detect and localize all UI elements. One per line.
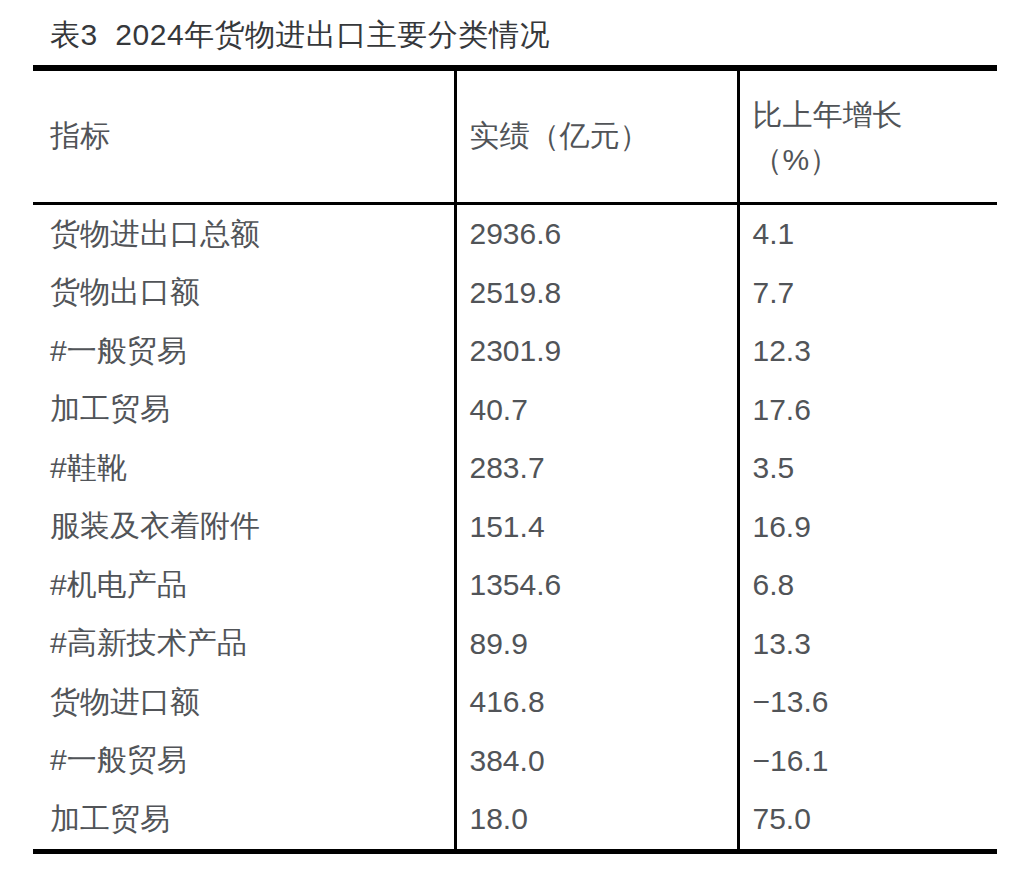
growth-cell: 6.8 (738, 556, 997, 615)
table-row: 货物进出口总额 2936.6 4.1 (33, 204, 997, 264)
import-export-table: 指标 实绩（亿元） 比上年增长 （%） 货物进出口总额 2936.6 4.1 货… (33, 65, 997, 854)
indicator-cell: #鞋靴 (33, 439, 455, 498)
table-row: 货物进口额 416.8 −13.6 (33, 673, 997, 732)
value-cell: 2936.6 (455, 204, 738, 264)
indicator-cell: #机电产品 (33, 556, 455, 615)
indicator-cell: #高新技术产品 (33, 615, 455, 674)
value-cell: 40.7 (455, 381, 738, 440)
indicator-cell: 服装及衣着附件 (33, 498, 455, 557)
table-row: 服装及衣着附件 151.4 16.9 (33, 498, 997, 557)
table-row: #高新技术产品 89.9 13.3 (33, 615, 997, 674)
value-cell: 2301.9 (455, 322, 738, 381)
indicator-cell: 加工贸易 (33, 381, 455, 440)
table-row: 加工贸易 18.0 75.0 (33, 790, 997, 851)
indicator-cell: #一般贸易 (33, 732, 455, 791)
value-cell: 416.8 (455, 673, 738, 732)
indicator-cell: 货物出口额 (33, 264, 455, 323)
value-cell: 89.9 (455, 615, 738, 674)
value-cell: 283.7 (455, 439, 738, 498)
table-row: #机电产品 1354.6 6.8 (33, 556, 997, 615)
header-growth: 比上年增长 （%） (738, 68, 997, 204)
growth-cell: 12.3 (738, 322, 997, 381)
table-row: 货物出口额 2519.8 7.7 (33, 264, 997, 323)
value-cell: 1354.6 (455, 556, 738, 615)
header-growth-line1: 比上年增长 (753, 92, 992, 137)
table-header: 指标 实绩（亿元） 比上年增长 （%） (33, 68, 997, 204)
indicator-cell: #一般贸易 (33, 322, 455, 381)
header-row: 指标 实绩（亿元） 比上年增长 （%） (33, 68, 997, 204)
header-indicator: 指标 (33, 68, 455, 204)
header-growth-line2: （%） (753, 137, 992, 182)
growth-cell: −16.1 (738, 732, 997, 791)
table-row: 加工贸易 40.7 17.6 (33, 381, 997, 440)
table-row: #一般贸易 2301.9 12.3 (33, 322, 997, 381)
value-cell: 151.4 (455, 498, 738, 557)
growth-cell: 7.7 (738, 264, 997, 323)
growth-cell: 75.0 (738, 790, 997, 851)
growth-cell: 16.9 (738, 498, 997, 557)
table-row: #鞋靴 283.7 3.5 (33, 439, 997, 498)
indicator-cell: 货物进出口总额 (33, 204, 455, 264)
growth-cell: 3.5 (738, 439, 997, 498)
growth-cell: 13.3 (738, 615, 997, 674)
header-value: 实绩（亿元） (455, 68, 738, 204)
value-cell: 384.0 (455, 732, 738, 791)
growth-cell: 4.1 (738, 204, 997, 264)
growth-cell: −13.6 (738, 673, 997, 732)
table-title: 表3 2024年货物进出口主要分类情况 (0, 0, 1034, 56)
indicator-cell: 加工贸易 (33, 790, 455, 851)
value-cell: 18.0 (455, 790, 738, 851)
growth-cell: 17.6 (738, 381, 997, 440)
value-cell: 2519.8 (455, 264, 738, 323)
indicator-cell: 货物进口额 (33, 673, 455, 732)
page: 表3 2024年货物进出口主要分类情况 指标 实绩（亿元） 比上年增长 （%） … (0, 0, 1034, 874)
table-row: #一般贸易 384.0 −16.1 (33, 732, 997, 791)
table-body: 货物进出口总额 2936.6 4.1 货物出口额 2519.8 7.7 #一般贸… (33, 204, 997, 852)
